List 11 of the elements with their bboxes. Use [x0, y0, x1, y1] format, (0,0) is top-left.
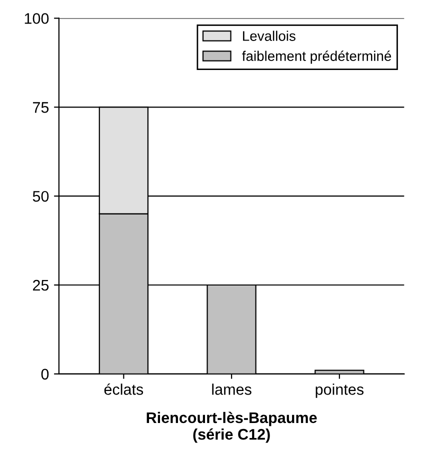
- legend-label: faiblement prédéterminé: [242, 50, 392, 64]
- y-tick-label: 0: [41, 368, 49, 380]
- x-tick-label: pointes: [316, 384, 364, 398]
- x-tick-label: lames: [212, 384, 252, 395]
- y-tick-label: 50: [32, 190, 49, 202]
- y-tick-label: 100: [24, 13, 49, 24]
- y-tick-label: 75: [33, 102, 49, 113]
- legend-label: Levallois: [243, 30, 296, 41]
- y-tick-label: 25: [32, 280, 49, 291]
- x-tick-label: éclats: [104, 383, 144, 395]
- x-axis-title: Riencourt-lès-Bapaume (série C12): [146, 412, 317, 443]
